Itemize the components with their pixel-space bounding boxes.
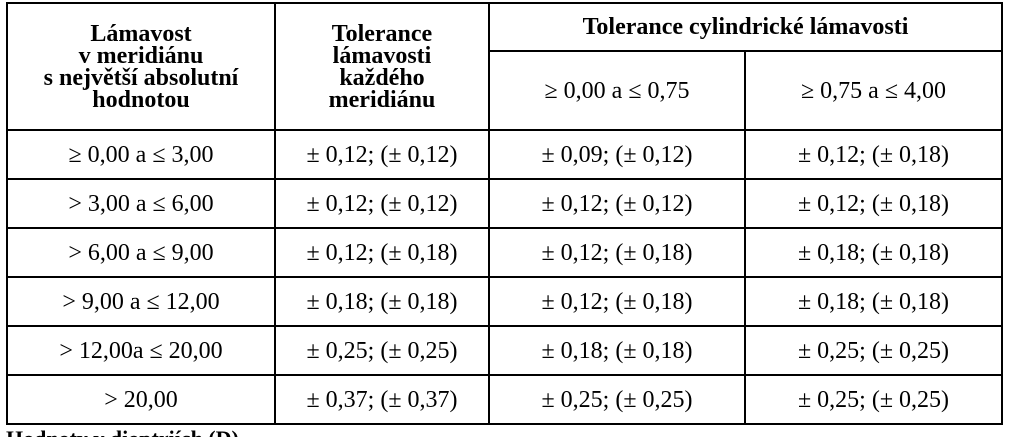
cell-cyl-1: ± 0,25; (± 0,25) — [488, 374, 746, 425]
header-cylinder-sub-1: ≥ 0,00 a ≤ 0,75 — [488, 50, 746, 131]
header-meridian-line-3: každého — [339, 64, 425, 91]
table-row: > 12,00a ≤ 20,00 ± 0,25; (± 0,25) ± 0,18… — [6, 325, 1003, 376]
cell-cyl-1: ± 0,18; (± 0,18) — [488, 325, 746, 376]
cell-meridian: ± 0,12; (± 0,18) — [274, 227, 490, 278]
cell-meridian: ± 0,37; (± 0,37) — [274, 374, 490, 425]
cell-meridian: ± 0,12; (± 0,12) — [274, 178, 490, 229]
footer-note: Hodnoty v dioptriích (D) — [6, 428, 1001, 437]
tolerance-table: Lámavost v meridiánu s největší absolutn… — [6, 2, 1003, 425]
cell-range: > 9,00 a ≤ 12,00 — [6, 276, 276, 327]
header-refraction: Lámavost v meridiánu s největší absolutn… — [6, 2, 276, 131]
cell-range: > 6,00 a ≤ 9,00 — [6, 227, 276, 278]
header-meridian-line-4: meridiánu — [328, 86, 436, 113]
header-refraction-line-3: s největší absolutní — [43, 64, 239, 91]
header-refraction-line-4: hodnotou — [92, 86, 190, 113]
table-row: > 9,00 a ≤ 12,00 ± 0,18; (± 0,18) ± 0,12… — [6, 276, 1003, 327]
header-meridian-tolerance: Tolerance lámavosti každého meridiánu — [274, 2, 490, 131]
cell-meridian: ± 0,12; (± 0,12) — [274, 129, 490, 180]
cell-cyl-2: ± 0,25; (± 0,25) — [744, 325, 1003, 376]
cell-range: > 20,00 — [6, 374, 276, 425]
cell-cyl-2: ± 0,18; (± 0,18) — [744, 276, 1003, 327]
header-refraction-line-1: Lámavost — [90, 20, 192, 47]
cell-range: > 3,00 a ≤ 6,00 — [6, 178, 276, 229]
table-row: ≥ 0,00 a ≤ 3,00 ± 0,12; (± 0,12) ± 0,09;… — [6, 129, 1003, 180]
cell-cyl-1: ± 0,12; (± 0,18) — [488, 276, 746, 327]
cell-cyl-2: ± 0,25; (± 0,25) — [744, 374, 1003, 425]
cell-range: ≥ 0,00 a ≤ 3,00 — [6, 129, 276, 180]
cell-cyl-1: ± 0,12; (± 0,18) — [488, 227, 746, 278]
header-row-1: Lámavost v meridiánu s největší absolutn… — [6, 2, 1003, 131]
cell-cyl-2: ± 0,12; (± 0,18) — [744, 129, 1003, 180]
cell-cyl-1: ± 0,12; (± 0,12) — [488, 178, 746, 229]
table-row: > 3,00 a ≤ 6,00 ± 0,12; (± 0,12) ± 0,12;… — [6, 178, 1003, 229]
cell-meridian: ± 0,18; (± 0,18) — [274, 276, 490, 327]
header-cylinder-sub-2: ≥ 0,75 a ≤ 4,00 — [744, 50, 1003, 131]
header-cylinder-group: Tolerance cylindrické lámavosti — [488, 2, 1003, 52]
table-row: > 6,00 a ≤ 9,00 ± 0,12; (± 0,18) ± 0,12;… — [6, 227, 1003, 278]
header-refraction-line-2: v meridiánu — [78, 42, 204, 69]
cell-meridian: ± 0,25; (± 0,25) — [274, 325, 490, 376]
header-row-2: ≥ 0,00 a ≤ 0,75 ≥ 0,75 a ≤ 4,00 — [7, 50, 1003, 131]
cell-cyl-2: ± 0,12; (± 0,18) — [744, 178, 1003, 229]
header-meridian-line-2: lámavosti — [332, 42, 432, 69]
header-meridian-line-1: Tolerance — [331, 20, 433, 47]
cell-cyl-1: ± 0,09; (± 0,12) — [488, 129, 746, 180]
cell-cyl-2: ± 0,18; (± 0,18) — [744, 227, 1003, 278]
table-row: > 20,00 ± 0,37; (± 0,37) ± 0,25; (± 0,25… — [6, 374, 1003, 425]
cell-range: > 12,00a ≤ 20,00 — [6, 325, 276, 376]
